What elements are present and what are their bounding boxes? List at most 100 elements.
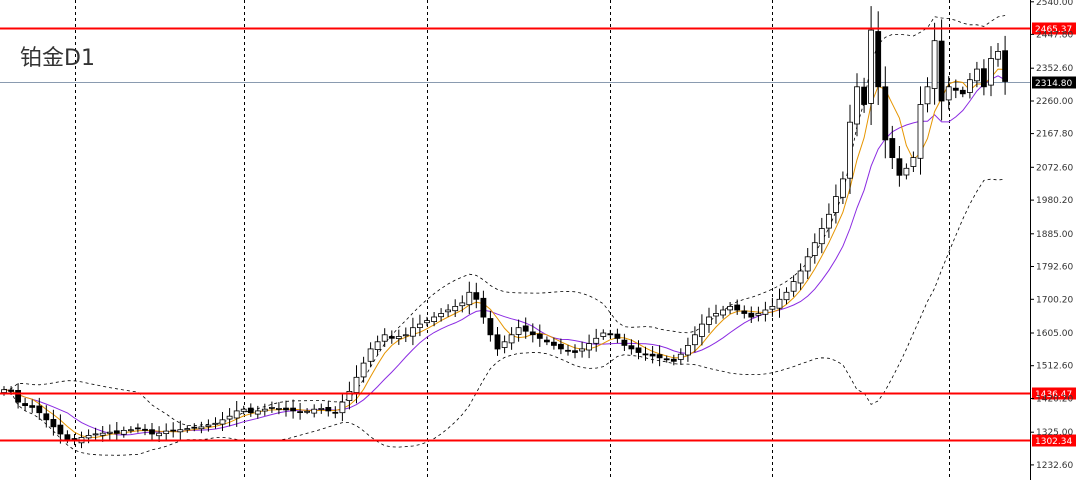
candle [184, 425, 191, 433]
candle [544, 336, 550, 346]
candle-body [720, 309, 726, 316]
candle [677, 348, 684, 365]
candle-body [762, 309, 769, 315]
candle [163, 423, 170, 441]
candle-body [374, 341, 381, 350]
candle [790, 275, 797, 297]
candle [134, 423, 141, 433]
candle-body [233, 410, 240, 419]
candle [734, 299, 741, 315]
candle-body [1002, 50, 1008, 82]
candle-body [995, 51, 1001, 60]
candle-body [670, 358, 677, 362]
candle-body [797, 270, 804, 284]
candle-body [974, 68, 980, 82]
candle [508, 327, 515, 350]
candle-body [99, 432, 106, 436]
candle [501, 335, 508, 354]
candle-body [409, 327, 416, 337]
candle [325, 401, 332, 417]
candle-body [981, 68, 987, 88]
candle-body [36, 405, 43, 414]
candle-body [621, 339, 628, 346]
candle [896, 146, 903, 187]
candle-body [967, 79, 973, 93]
candle [388, 330, 395, 344]
candle [699, 314, 705, 346]
candle-body [741, 310, 748, 314]
candle [36, 397, 43, 420]
candle [649, 346, 656, 364]
candle-body [8, 389, 15, 392]
candle-body [283, 407, 289, 411]
candle-body [713, 313, 719, 317]
tick-label: 2072.60 [1036, 163, 1073, 173]
tick-label: 2260.00 [1036, 97, 1073, 107]
current-price-label: 2314.80 [1035, 79, 1072, 89]
candle [445, 304, 452, 317]
candle [438, 308, 445, 322]
candle-body [142, 428, 148, 431]
candle [212, 417, 219, 429]
candle-body [522, 325, 529, 332]
candle [910, 151, 917, 172]
candle [515, 319, 522, 342]
candle [755, 306, 762, 322]
tick-label: 1232.60 [1036, 461, 1073, 471]
candle [967, 73, 973, 99]
candle-body [748, 312, 755, 318]
candle-body [833, 196, 839, 213]
candle [945, 76, 952, 110]
tick-label: 1325.00 [1036, 428, 1073, 438]
candle [127, 426, 134, 434]
candle-body [402, 334, 409, 337]
tick-label: 2447.80 [1036, 30, 1073, 40]
level-tag [1032, 22, 1076, 35]
candle [149, 423, 155, 440]
candle-body [649, 353, 656, 357]
candle-body [826, 213, 832, 229]
tick-label: 1792.60 [1036, 263, 1073, 273]
candle-body [473, 292, 480, 300]
candle [833, 184, 839, 224]
candle [92, 427, 99, 440]
tick-label: 1512.60 [1036, 362, 1073, 372]
candle-body [642, 353, 649, 356]
candle [522, 317, 529, 339]
price-axis: 2540.00 2447.80 2352.60 2260.00 2167.80 2072.… [1030, 0, 1076, 480]
candle [360, 356, 367, 383]
lower-band-line [3, 178, 1006, 456]
candle-body [924, 86, 931, 105]
candle [762, 301, 769, 322]
candle-body [64, 434, 71, 440]
candle-body [353, 376, 360, 393]
candle [635, 340, 642, 360]
level-label: 1436.47 [1035, 390, 1072, 400]
candle-body [388, 336, 395, 339]
candle-body [959, 89, 966, 95]
candle-body [776, 298, 783, 309]
candle-body [92, 433, 99, 436]
candle [974, 61, 980, 88]
candle-body [628, 345, 635, 350]
candle [642, 346, 649, 361]
candle-body [346, 390, 353, 401]
candle-body [699, 323, 705, 337]
candle-body [268, 406, 275, 409]
candle-body [536, 333, 543, 339]
candle-body [50, 418, 57, 428]
candle-body [558, 343, 564, 350]
candle [233, 401, 240, 427]
bollinger-bands [3, 15, 1006, 456]
candle [22, 398, 29, 411]
candle-body [1, 389, 7, 393]
chart-title: 铂金D1 [20, 46, 95, 71]
candle-body [106, 431, 113, 434]
candle-body [685, 344, 691, 356]
candle [409, 317, 416, 346]
candle-body [191, 426, 198, 429]
candle-body [452, 305, 459, 312]
fast-ma-line [3, 68, 1006, 438]
candle-body [156, 432, 163, 437]
